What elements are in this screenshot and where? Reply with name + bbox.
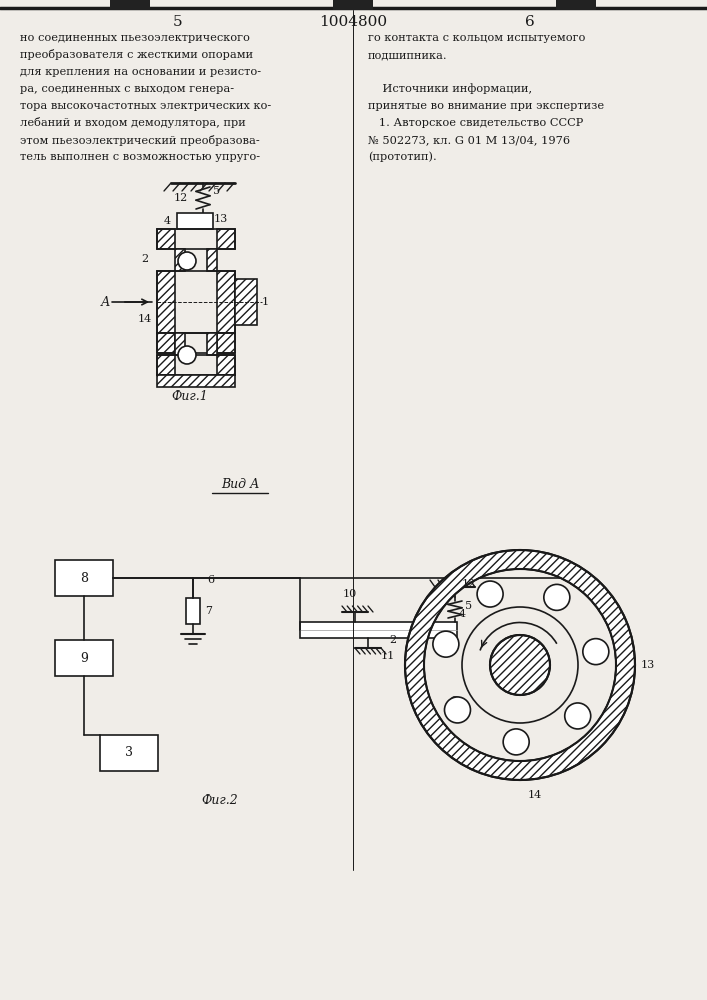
Text: тель выполнен с возможностью упруго-: тель выполнен с возможностью упруго-: [20, 152, 260, 162]
Bar: [217, 229, 235, 249]
Bar: [300, 622, 457, 638]
Text: 13: 13: [214, 214, 228, 224]
Text: 2: 2: [141, 254, 148, 264]
Bar: [157, 375, 235, 387]
Bar: [207, 333, 217, 355]
Circle shape: [544, 584, 570, 610]
Text: 10: 10: [343, 589, 357, 599]
Text: принятые во внимание при экспертизе: принятые во внимание при экспертизе: [368, 101, 604, 111]
Bar: [175, 333, 185, 355]
Circle shape: [477, 581, 503, 607]
Circle shape: [503, 729, 529, 755]
Bar: [556, 0, 596, 10]
Text: Фиг.2: Фиг.2: [201, 794, 238, 806]
Bar: [177, 213, 213, 229]
Bar: [207, 249, 217, 271]
Text: го контакта с кольцом испытуемого: го контакта с кольцом испытуемого: [368, 33, 585, 43]
Text: 2: 2: [390, 635, 397, 645]
Text: 5: 5: [173, 15, 183, 29]
Bar: [157, 355, 175, 375]
Text: 1: 1: [262, 297, 269, 307]
Text: Источники информации,: Источники информации,: [368, 84, 532, 94]
Text: лебаний и входом демодулятора, при: лебаний и входом демодулятора, при: [20, 117, 246, 128]
Bar: [333, 0, 373, 10]
Circle shape: [445, 697, 470, 723]
Text: 9: 9: [80, 652, 88, 664]
Bar: [186, 598, 200, 624]
Text: 12: 12: [174, 193, 188, 203]
Text: № 502273, кл. G 01 M 13/04, 1976: № 502273, кл. G 01 M 13/04, 1976: [368, 135, 570, 145]
Bar: [100, 735, 158, 771]
Text: ра, соединенных с выходом генера-: ра, соединенных с выходом генера-: [20, 84, 234, 94]
Circle shape: [583, 639, 609, 665]
Circle shape: [433, 631, 459, 657]
Text: 6: 6: [525, 15, 535, 29]
Text: преобразователя с жесткими опорами: преобразователя с жесткими опорами: [20, 49, 253, 60]
Bar: [217, 333, 235, 353]
Text: 4: 4: [458, 609, 466, 619]
Bar: [110, 0, 150, 10]
Text: А: А: [100, 296, 110, 308]
Text: (прототип).: (прототип).: [368, 152, 437, 162]
Bar: [217, 271, 235, 333]
Text: 12: 12: [462, 579, 476, 589]
Text: 7: 7: [206, 606, 213, 616]
Text: 13: 13: [641, 660, 655, 670]
Bar: [157, 271, 175, 333]
Circle shape: [565, 703, 591, 729]
Bar: [157, 333, 175, 353]
Text: но соединенных пьезоэлектрического: но соединенных пьезоэлектрического: [20, 33, 250, 43]
Text: 8: 8: [80, 572, 88, 584]
Text: 14: 14: [528, 790, 542, 800]
Text: для крепления на основании и резисто-: для крепления на основании и резисто-: [20, 67, 261, 77]
Text: 3: 3: [125, 746, 133, 760]
Bar: [157, 229, 175, 249]
Bar: [175, 249, 185, 271]
Bar: [55, 640, 113, 676]
Text: 14: 14: [138, 314, 152, 324]
Text: Ω: Ω: [449, 696, 461, 710]
Text: 4: 4: [163, 216, 170, 226]
Text: 6: 6: [207, 575, 214, 585]
Wedge shape: [405, 550, 635, 780]
Text: 1004800: 1004800: [319, 15, 387, 29]
Text: 11: 11: [381, 651, 395, 661]
Bar: [55, 560, 113, 596]
Text: Вид А: Вид А: [221, 479, 259, 491]
Text: подшипника.: подшипника.: [368, 50, 448, 60]
Text: Фиг.1: Фиг.1: [172, 390, 209, 403]
Text: тора высокочастотных электрических ко-: тора высокочастотных электрических ко-: [20, 101, 271, 111]
Circle shape: [178, 346, 196, 364]
Bar: [235, 279, 257, 325]
Text: 1. Авторское свидетельство СССР: 1. Авторское свидетельство СССР: [368, 118, 583, 128]
Circle shape: [178, 252, 196, 270]
Text: 5: 5: [465, 601, 472, 611]
Text: этом пьезоэлектрический преобразова-: этом пьезоэлектрический преобразова-: [20, 134, 259, 145]
Text: 5: 5: [214, 186, 221, 196]
Bar: [217, 355, 235, 375]
Wedge shape: [490, 635, 550, 695]
